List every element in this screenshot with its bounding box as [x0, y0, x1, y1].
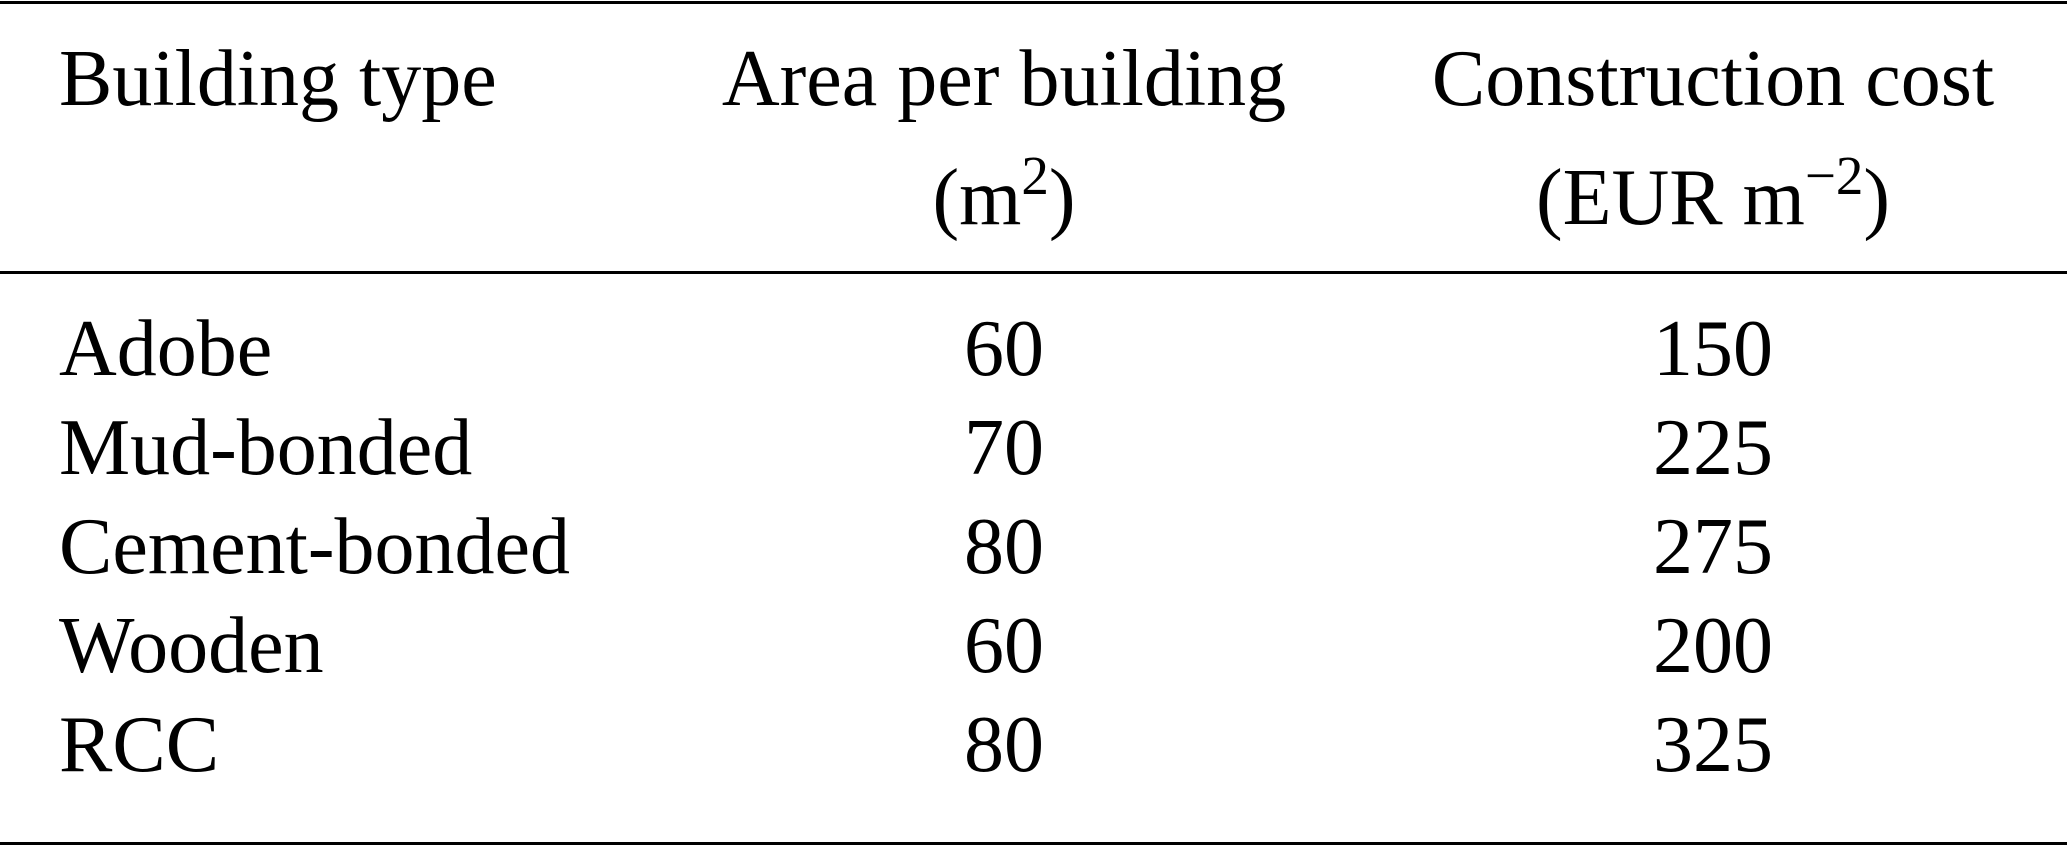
table-cell: 60 [964, 305, 1044, 393]
table-cell: 200 [1653, 602, 1773, 690]
table-cell: 70 [964, 404, 1044, 492]
table-cell: 225 [1653, 404, 1773, 492]
table-cell: Adobe [59, 305, 273, 393]
table-cell: Mud-bonded [59, 404, 473, 492]
bottom-rule [0, 842, 2067, 845]
table-cell: 150 [1653, 305, 1773, 393]
header-cost-unit: (EUR m−2) [1535, 145, 1891, 242]
header-area: Area per building [721, 35, 1287, 123]
table-cell: RCC [59, 701, 220, 789]
table-cell: Wooden [59, 602, 324, 690]
table-cell: 80 [964, 701, 1044, 789]
table-cell: 325 [1653, 701, 1773, 789]
header-building-type: Building type [59, 35, 497, 123]
table-cell: Cement-bonded [59, 503, 570, 591]
header-rule [0, 271, 2067, 274]
table-cell: 80 [964, 503, 1044, 591]
table-cell: 275 [1653, 503, 1773, 591]
header-cost: Construction cost [1431, 35, 1995, 123]
header-area-unit: (m2) [932, 145, 1076, 242]
top-rule [0, 1, 2067, 4]
table-cell: 60 [964, 602, 1044, 690]
